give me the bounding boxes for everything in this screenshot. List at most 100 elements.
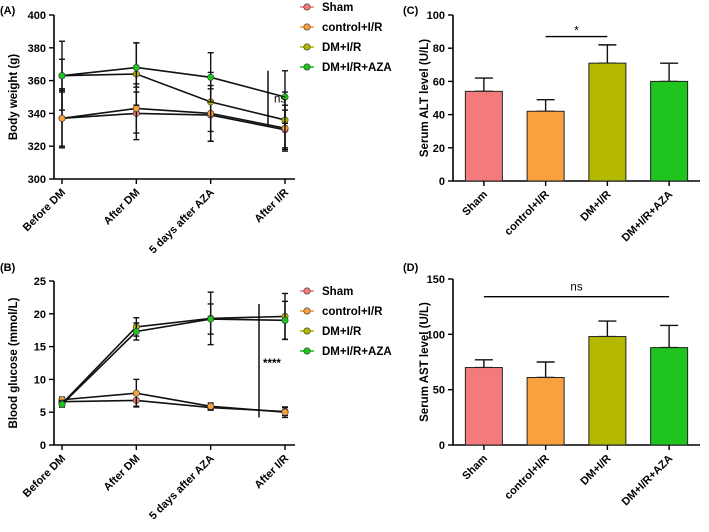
x-tick-label: control+I/R	[502, 453, 551, 502]
significance-label: ns	[274, 94, 286, 106]
y-tick-label: 50	[433, 385, 445, 397]
series-line-sham	[61, 112, 286, 131]
series-line-dm-i-r	[61, 73, 286, 121]
series-line-control-i-r	[61, 392, 286, 413]
x-tick-label: DM+I/R	[578, 453, 613, 488]
y-tick-label: 360	[28, 76, 46, 88]
data-point-control-i-r	[281, 408, 289, 416]
data-point-control-i-r	[58, 114, 66, 122]
y-tick-label: 0	[439, 176, 445, 188]
y-axis-label: Blood glucose (mmol/L)	[8, 297, 20, 428]
legend-entry: Sham	[322, 286, 353, 298]
bar-dm-i-r-aza	[650, 347, 689, 446]
x-tick-label: DM+I/R+AZA	[620, 189, 676, 245]
panel-label: (A)	[0, 5, 16, 17]
y-tick-label: 25	[34, 276, 46, 288]
legend-entry: control+I/R	[322, 22, 383, 34]
y-tick-label: 340	[28, 108, 46, 120]
legend-marker	[303, 327, 311, 335]
x-tick-label: DM+I/R	[578, 189, 613, 224]
y-tick-label: 5	[40, 407, 46, 419]
y-tick-label: 20	[433, 143, 445, 155]
series-control-i-r	[58, 378, 289, 419]
significance-label: *	[574, 26, 579, 38]
legend-marker	[303, 23, 311, 31]
x-tick-label: Sham	[460, 452, 490, 482]
y-tick-label: 80	[433, 43, 445, 55]
panel-b-line-chart: 0 5 10 15 20 25 Blood glucose (mmol/L) (B) Befor…	[0, 262, 392, 522]
data-point-dm-i-r-aza	[207, 73, 215, 81]
x-tick-label: DM+I/R+AZA	[620, 453, 676, 509]
data-point-dm-i-r-aza	[132, 328, 140, 336]
y-tick-label: 15	[34, 342, 46, 354]
legend-marker	[303, 307, 311, 315]
y-tick-label: 10	[34, 374, 46, 386]
x-tick-label: After I/R	[252, 187, 291, 226]
data-point-dm-i-r-aza	[281, 93, 289, 101]
y-tick-label: 60	[433, 76, 445, 88]
x-tick-label: After DM	[102, 453, 143, 494]
y-tick-label: 100	[427, 329, 445, 341]
significance-label: ****	[263, 358, 281, 370]
bar-dm-i-r	[588, 62, 627, 182]
y-axis-label: Body weight (g)	[8, 54, 20, 140]
data-point-dm-i-r-aza	[207, 315, 215, 323]
bar-dm-i-r	[588, 336, 627, 446]
data-point-control-i-r	[132, 104, 140, 112]
y-tick-label: 100	[427, 10, 445, 22]
series-line-dm-i-r	[61, 315, 286, 405]
series-line-control-i-r	[61, 107, 286, 129]
series-sham	[58, 86, 289, 151]
y-tick-label: 400	[28, 10, 46, 22]
legend: Sham control+I/R DM+I/R DM+I/R+AZA	[300, 2, 392, 74]
panel-a-line-chart: 300 320 340 360 380 400 Body weight (g) (A) Befo…	[0, 2, 392, 256]
y-tick-label: 0	[439, 440, 445, 452]
panel-label: (C)	[403, 5, 419, 17]
series-dm-i-r	[58, 291, 289, 408]
legend-entry: control+I/R	[322, 306, 383, 318]
legend-entry: DM+I/R+AZA	[322, 346, 392, 358]
series-control-i-r	[58, 83, 289, 152]
y-tick-label: 320	[28, 141, 46, 153]
panel-c-bar-chart: 0 20 40 60 80 100 Serum ALT level (U/L) (C) Sham…	[403, 5, 700, 244]
y-axis-label: Serum AST level (U/L)	[419, 302, 431, 422]
data-point-control-i-r	[207, 402, 215, 410]
x-tick-label: Before DM	[21, 453, 68, 500]
legend-entry: DM+I/R+AZA	[322, 62, 392, 74]
series-dm-i-r	[58, 40, 289, 149]
data-point-control-i-r	[132, 389, 140, 397]
series-line-dm-i-r-aza	[61, 318, 286, 405]
data-point-dm-i-r-aza	[58, 72, 66, 80]
legend: Sham control+I/R DM+I/R DM+I/R+AZA	[300, 286, 392, 358]
x-tick-label: control+I/R	[502, 189, 551, 238]
x-tick-label: Before DM	[21, 187, 68, 234]
legend-marker	[303, 3, 311, 11]
x-tick-label: After DM	[102, 187, 143, 228]
y-tick-label: 150	[427, 274, 445, 286]
bar-sham	[464, 367, 503, 446]
panel-d-bar-chart: 0 50 100 150 Serum AST level (U/L) (D) Sham con…	[403, 262, 700, 508]
x-tick-label: 5 days after AZA	[147, 187, 217, 257]
y-axis-label: Serum ALT level (U/L)	[419, 39, 431, 157]
panel-label: (D)	[403, 262, 419, 274]
series-line-dm-i-r-aza	[61, 66, 286, 98]
bar-dm-i-r-aza	[650, 80, 689, 182]
y-tick-label: 20	[34, 309, 46, 321]
y-tick-label: 300	[28, 174, 46, 186]
series-dm-i-r-aza	[58, 300, 289, 408]
y-tick-label: 0	[40, 440, 46, 452]
x-tick-label: 5 days after AZA	[147, 453, 217, 523]
legend-entry: Sham	[322, 2, 353, 14]
bar-control-i-r	[526, 110, 565, 182]
x-tick-label: Sham	[460, 188, 490, 218]
data-point-dm-i-r-aza	[281, 316, 289, 324]
legend-marker	[303, 347, 311, 355]
legend-marker	[303, 287, 311, 295]
panel-label: (B)	[0, 262, 16, 274]
bar-control-i-r	[526, 376, 565, 446]
y-tick-label: 40	[433, 110, 445, 122]
legend-marker	[303, 63, 311, 71]
y-tick-label: 380	[28, 43, 46, 55]
x-tick-label: After I/R	[252, 453, 291, 492]
